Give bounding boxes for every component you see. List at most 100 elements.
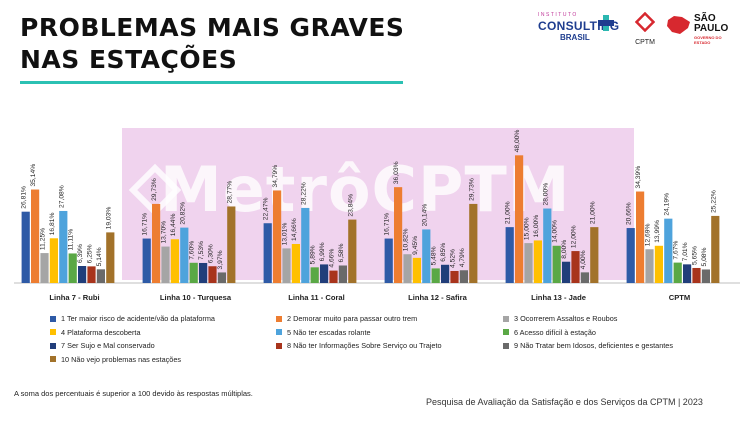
bar [505, 227, 514, 283]
data-label: 11,25% [40, 228, 47, 250]
data-label: 5,89% [310, 245, 317, 264]
cptm-logo-text: CPTM [635, 39, 655, 46]
data-label: 22,47% [263, 197, 270, 220]
data-label: 25,22% [710, 190, 717, 213]
logo-brasil-text: BRASIL [560, 33, 590, 42]
data-label: 6,25% [87, 244, 94, 263]
data-label: 15,00% [524, 217, 531, 240]
legend-swatch [276, 342, 282, 349]
legend-label: 5 Não ter escadas rolante [287, 327, 371, 337]
data-label: 5,65% [692, 246, 699, 265]
bar [431, 268, 440, 283]
bar [273, 190, 282, 283]
bar [683, 264, 692, 283]
bar [654, 245, 663, 283]
bar [199, 262, 208, 283]
legend-label: 9 Não Tratar bem Idosos, deficientes e g… [514, 341, 673, 350]
legend-item: 5 Não ter escadas rolante [276, 326, 371, 339]
bar [543, 208, 552, 283]
data-label: 13,99% [654, 220, 661, 243]
legend-item: 1 Ter maior risco de acidente/vão da pla… [50, 312, 215, 325]
legend-label: 2 Demorar muito para passar outro trem [287, 314, 418, 323]
data-label: 14,66% [291, 218, 298, 241]
data-label: 4,00% [580, 250, 587, 269]
data-label: 13,70% [161, 221, 168, 244]
bar [459, 270, 468, 283]
data-label: 34,39% [635, 166, 642, 189]
bar [142, 238, 151, 283]
data-label: 23,84% [347, 194, 354, 217]
data-label: 21,00% [589, 201, 596, 224]
bar [96, 269, 105, 283]
category-label: Linha 10 - Turquesa [160, 293, 232, 302]
category-label: CPTM [669, 293, 691, 302]
data-label: 29,73% [468, 178, 475, 201]
category-label: Linha 7 - Rubi [49, 293, 99, 302]
bar [711, 215, 720, 283]
bar [701, 269, 710, 283]
legend-label: 6 Acesso difícil à estação [514, 327, 596, 337]
data-label: 26,81% [21, 186, 28, 209]
data-label: 20,66% [626, 202, 633, 225]
data-label: 48,00% [514, 130, 521, 153]
data-label: 5,14% [96, 247, 103, 266]
legend-label: 4 Plataforma descoberta [61, 327, 141, 337]
governo-sp-logo: SÃO PAULO GOVERNO DO ESTADO [666, 12, 742, 48]
data-label: 35,14% [30, 164, 37, 187]
bar [161, 246, 170, 283]
legend-item: 3 Ocorrerem Assaltos e Roubos [503, 312, 617, 325]
bar [21, 211, 30, 283]
legend-label: 7 Ser Sujo e Mal conservado [61, 341, 155, 350]
bar [170, 239, 179, 283]
bar [301, 207, 310, 283]
title-line-1: PROBLEMAS MAIS GRAVES [20, 13, 405, 42]
legend-item: 9 Não Tratar bem Idosos, deficientes e g… [503, 339, 673, 352]
bar [227, 206, 236, 283]
bar [291, 244, 300, 283]
sp-logo-line1: SÃO [694, 13, 716, 24]
bar [59, 210, 68, 283]
bar [87, 266, 96, 283]
legend-item: 4 Plataforma descoberta [50, 326, 141, 339]
bar [403, 254, 412, 283]
source-caption: Pesquisa de Avaliação da Satisfação e do… [426, 397, 703, 407]
bar [673, 262, 682, 283]
bar [208, 266, 217, 283]
data-label: 6,30% [208, 244, 215, 263]
bar [180, 227, 189, 283]
title-underline [20, 81, 403, 84]
legend-swatch [50, 342, 56, 349]
data-label: 3,97% [217, 250, 224, 269]
bar [68, 253, 77, 283]
sp-logo-subtitle: GOVERNO DO ESTADO [694, 35, 722, 45]
legend-swatch [276, 329, 282, 335]
legend-item: 7 Ser Sujo e Mal conservado [50, 339, 155, 352]
watermark-arrow-icon [128, 163, 182, 217]
bar [552, 245, 561, 283]
data-label: 11,11% [68, 229, 75, 251]
bar [533, 240, 542, 283]
bar [31, 189, 40, 283]
legend-item: 6 Acesso difícil à estação [503, 326, 596, 339]
data-label: 6,85% [440, 243, 447, 262]
legend-label: 8 Não ter Informações Sobre Serviço ou T… [287, 341, 442, 350]
data-label: 28,22% [300, 182, 307, 205]
data-label: 29,73% [151, 178, 158, 201]
data-label: 6,39% [77, 244, 84, 263]
data-label: 4,79% [459, 248, 466, 267]
data-label: 19,03% [105, 207, 112, 230]
bar [263, 223, 272, 283]
data-label: 7,60% [189, 241, 196, 260]
data-label: 5,08% [701, 247, 708, 266]
data-label: 6,99% [319, 242, 326, 261]
bar [562, 261, 571, 283]
bar [152, 203, 161, 283]
legend-item: 2 Demorar muito para passar outro trem [276, 312, 417, 325]
data-label: 12,00% [571, 225, 578, 248]
bar [394, 187, 403, 283]
data-label: 16,81% [49, 213, 56, 236]
data-label: 7,67% [673, 241, 680, 260]
bar [384, 238, 393, 283]
data-label: 6,58% [338, 243, 345, 262]
instituto-consulting-logo: INSTITUTO CONSULTING BRASIL [528, 10, 619, 46]
